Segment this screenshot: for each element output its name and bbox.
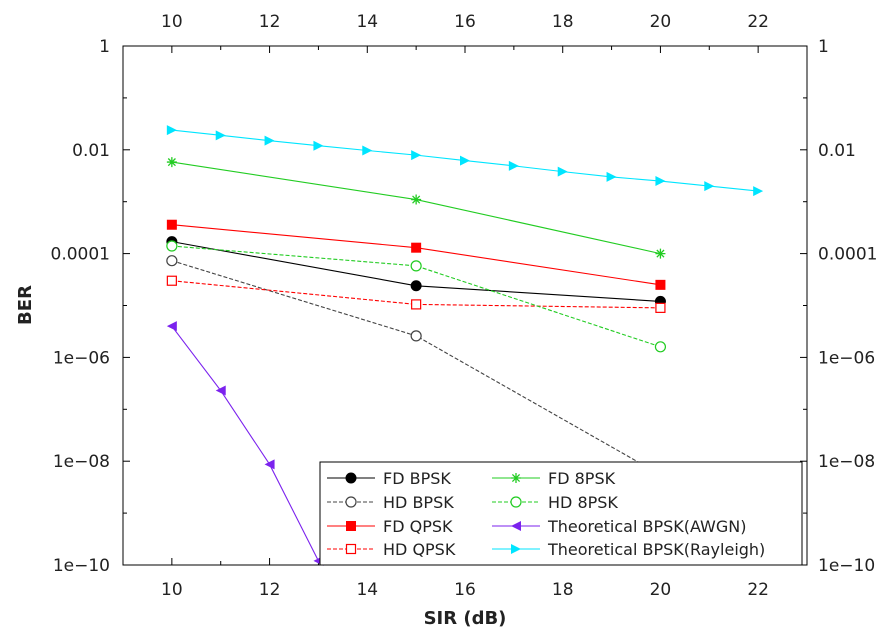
legend-marker-theoretical-bpsk-rayleigh: [511, 544, 521, 554]
point-fd-qpsk: [655, 279, 666, 290]
y-tick-label-right: 1e−10: [818, 556, 875, 576]
x-tick-label-top: 18: [552, 12, 574, 32]
point-theoretical-bpsk-rayleigh: [166, 125, 177, 136]
x-tick-label-top: 12: [259, 12, 281, 32]
point-theoretical-bpsk-rayleigh: [606, 171, 617, 182]
y-tick-label-right: 1e−06: [818, 348, 875, 368]
point-fd-bpsk: [410, 280, 422, 292]
x-tick-label-top: 20: [650, 12, 672, 32]
point-hd-qpsk: [655, 302, 666, 313]
x-axis-title: SIR (dB): [424, 608, 507, 629]
y-tick-label: 0.0001: [51, 245, 110, 265]
y-tick-label: 1: [99, 37, 110, 57]
point-theoretical-bpsk-rayleigh: [362, 145, 373, 156]
legend-label-hd-bpsk: HD BPSK: [383, 493, 454, 512]
x-tick-label-top: 14: [356, 12, 378, 32]
y-tick-label: 0.01: [72, 141, 110, 161]
y-tick-label-right: 1e−08: [818, 452, 875, 472]
x-tick-label: 18: [552, 580, 574, 600]
point-theoretical-bpsk-rayleigh: [704, 181, 715, 192]
legend-label-theoretical-bpsk-awgn: Theoretical BPSK(AWGN): [547, 517, 746, 536]
series-line-hd-qpsk: [171, 280, 661, 309]
y-tick-label-right: 0.01: [818, 141, 856, 161]
x-tick-label-top: 22: [747, 12, 769, 32]
legend-label-hd-8psk: HD 8PSK: [548, 493, 618, 512]
point-fd-qpsk: [411, 242, 422, 253]
point-theoretical-bpsk-rayleigh: [655, 176, 666, 187]
legend-label-fd-bpsk: FD BPSK: [383, 469, 451, 488]
point-theoretical-bpsk-rayleigh: [508, 160, 519, 171]
x-tick-label-top: 10: [161, 12, 183, 32]
point-theoretical-bpsk-awgn: [264, 459, 275, 470]
y-tick-label: 1e−06: [53, 348, 110, 368]
point-theoretical-bpsk-rayleigh: [215, 130, 226, 141]
legend: FD BPSK HD BPSK FD QPSK HD QPSK FD 8PSK HD 8P…: [319, 461, 803, 566]
y-tick-label: 1e−08: [53, 452, 110, 472]
point-hd-bpsk: [166, 255, 178, 267]
point-hd-qpsk: [411, 299, 422, 310]
legend-label-theoretical-bpsk-rayleigh: Theoretical BPSK(Rayleigh): [547, 540, 765, 559]
point-theoretical-bpsk-rayleigh: [313, 140, 324, 151]
point-theoretical-bpsk-awgn: [215, 385, 226, 396]
point-fd-qpsk: [166, 219, 177, 230]
x-tick-label-top: 16: [454, 12, 476, 32]
legend-marker-hd-bpsk: [345, 496, 357, 508]
legend-label-fd-qpsk: FD QPSK: [383, 517, 453, 536]
point-fd-8psk: [166, 157, 177, 168]
point-fd-8psk: [655, 248, 666, 259]
series-line-hd-8psk: [171, 245, 661, 348]
legend-label-fd-8psk: FD 8PSK: [548, 469, 616, 488]
x-tick-label: 22: [747, 580, 769, 600]
point-fd-8psk: [411, 194, 422, 205]
legend-marker-fd-8psk: [511, 473, 521, 483]
point-hd-8psk: [654, 341, 667, 353]
x-tick-label: 10: [161, 580, 183, 600]
point-theoretical-bpsk-rayleigh: [557, 166, 568, 177]
point-hd-8psk: [410, 260, 422, 272]
point-theoretical-bpsk-rayleigh: [411, 150, 422, 161]
x-tick-label: 12: [259, 580, 281, 600]
series-line-hd-bpsk: [171, 260, 661, 476]
legend-label-hd-qpsk: HD QPSK: [383, 540, 456, 559]
point-hd-qpsk: [166, 275, 177, 286]
point-theoretical-bpsk-rayleigh: [460, 155, 470, 166]
point-theoretical-bpsk-awgn: [166, 321, 177, 332]
y-axis-title: BER: [15, 285, 36, 325]
y-tick-label: 1e−10: [53, 556, 110, 576]
point-hd-bpsk: [410, 330, 422, 342]
legend-marker-fd-bpsk: [345, 472, 357, 484]
legend-marker-hd-qpsk: [345, 543, 357, 555]
legend-marker-fd-qpsk: [346, 521, 356, 531]
legend-box: [319, 461, 803, 566]
x-tick-label: 20: [650, 580, 672, 600]
y-tick-label-right: 1: [818, 37, 829, 57]
point-hd-8psk: [166, 240, 178, 252]
legend-marker-hd-8psk: [510, 496, 522, 508]
x-tick-label: 14: [356, 580, 378, 600]
point-theoretical-bpsk-rayleigh: [264, 135, 275, 146]
point-theoretical-bpsk-rayleigh: [753, 186, 764, 197]
series-line-fd-8psk: [171, 161, 661, 255]
series-line-theoretical-bpsk-awgn: [171, 325, 319, 562]
x-tick-label: 16: [454, 580, 476, 600]
legend-marker-theoretical-bpsk-awgn: [511, 521, 521, 531]
y-tick-label-right: 0.0001: [818, 245, 877, 265]
